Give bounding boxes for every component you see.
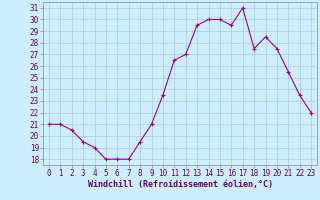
X-axis label: Windchill (Refroidissement éolien,°C): Windchill (Refroidissement éolien,°C) — [87, 180, 273, 189]
